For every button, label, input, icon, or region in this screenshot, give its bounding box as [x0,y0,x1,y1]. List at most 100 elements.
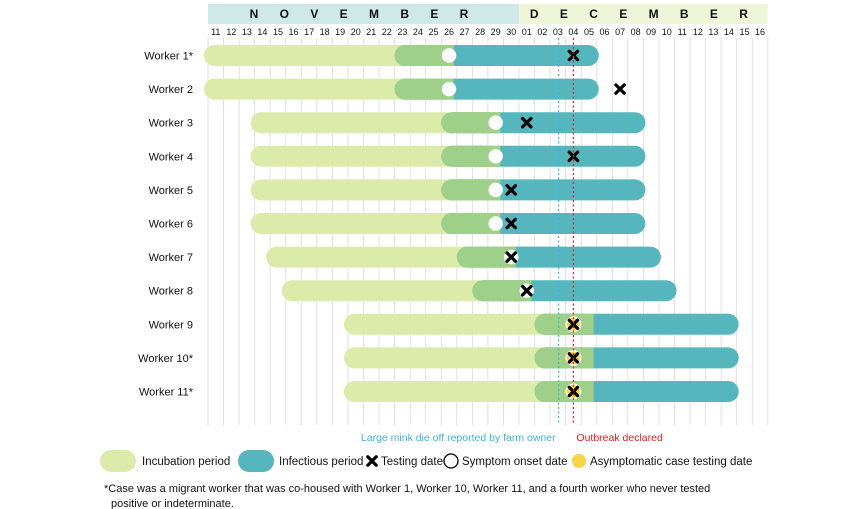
worker-bar-row [204,78,626,100]
legend-incubation-label: Incubation period [142,456,230,468]
worker-label: Worker 6 [149,219,193,231]
day-tick-label: 11 [211,27,220,37]
legend-incubation-swatch [100,450,136,472]
worker-bar-row [343,381,739,402]
legend-symptom-swatch [443,453,459,469]
day-tick-label: 17 [304,27,314,37]
testing-date-marker [567,318,580,331]
testing-date-marker [614,83,626,95]
overlap-segment-fill [451,145,501,167]
worker-labels: Worker 1* Worker 2 Worker 3 Worker 4 Worker … [138,51,194,399]
day-tick-label: 29 [491,27,501,37]
legend: Incubation period Infectious period Testin… [100,450,752,472]
worker-bar-row [343,347,739,369]
day-tick-label: 02 [537,27,547,37]
incubation-period-bar [343,313,594,335]
day-tick-label: 12 [693,27,703,37]
testing-date-marker [366,455,378,467]
day-tick-label: 14 [724,27,734,37]
day-tick-label: 22 [382,27,392,37]
legend-asymptomatic-label: Asymptomatic case testing date [590,456,752,468]
overlap-segment-fill [405,45,454,66]
month-header: N O V E M B E R D E C E M B E R 11 12 13 14 15… [208,4,768,37]
incubation-period-bar [266,246,516,268]
day-tick-label: 03 [553,27,563,37]
worker-label: Worker 8 [149,286,193,298]
reference-lines: Large mink die off reported by farm owne… [361,38,663,444]
testing-date-marker [567,385,580,398]
overlap-segment-fill [451,179,501,201]
day-tick-label: 01 [522,27,532,37]
month-label-december: D E C E M B E R [530,7,757,21]
incubation-period-bar [343,347,594,369]
legend-symptom-label: Symptom onset date [462,456,567,468]
footnote: *Case was a migrant worker that was co-h… [104,483,710,509]
day-tick-label: 16 [755,27,765,37]
testing-date-marker [505,184,518,196]
testing-date-marker [505,251,518,263]
incubation-period-bar [204,45,454,66]
day-tick-label: 06 [600,27,610,37]
incubation-period-bar [250,179,501,201]
day-tick-label: 30 [506,27,516,37]
worker-label: Worker 5 [149,185,193,197]
day-tick-label: 25 [428,27,438,37]
day-tick-label: 10 [662,27,672,37]
day-tick-label: 18 [320,27,330,37]
day-tick-label: 14 [257,27,267,37]
worker-bar-row [250,179,646,201]
symptom-onset-marker [488,115,503,130]
overlap-segment-fill [451,213,501,234]
day-tick-label: 12 [226,27,236,37]
worker-bars [204,45,739,402]
day-tick-label: 11 [678,27,687,37]
worker-label: Worker 4 [149,151,193,163]
overlap-segment-fill [482,280,532,302]
worker-bar-row [281,280,677,302]
incubation-period-bar [250,213,501,234]
day-tick-label: 19 [335,27,345,37]
symptom-onset-marker [441,48,457,63]
worker-bar-row [266,246,661,268]
day-tick-label: 26 [444,27,454,37]
day-tick-label: 16 [289,27,299,37]
day-tick-label: 15 [273,27,283,37]
december-band [519,4,768,24]
legend-infectious-swatch [238,450,274,472]
legend-infectious-label: Infectious period [279,456,363,468]
worker-label: Worker 9 [149,319,193,331]
incubation-period-bar [250,145,501,167]
reference-line-label: Large mink die off reported by farm owne… [361,432,556,444]
worker-label: Worker 2 [149,84,193,96]
day-tick-label: 23 [397,27,407,37]
worker-bar-row [250,145,646,167]
day-tick-label: 28 [475,27,485,37]
overlap-segment-fill [467,246,516,268]
overlap-segment-fill [405,78,454,100]
symptom-onset-marker [441,81,457,97]
footnote-line-1: *Case was a migrant worker that was co-h… [104,483,710,495]
legend-asymptomatic-swatch [572,454,586,468]
day-tick-label: 20 [351,27,361,37]
testing-date-marker [567,49,580,62]
footnote-line-2: positive or indeterminate. [111,498,234,509]
worker-label: Worker 7 [149,252,193,264]
day-tick-label: 27 [460,27,470,37]
worker-label: Worker 3 [149,118,193,130]
legend-testing-label: Testing date [381,456,443,468]
day-tick-label: 08 [631,27,641,37]
symptom-onset-marker [488,182,503,198]
reference-line-label: Outbreak declared [576,432,663,444]
symptom-onset-marker [488,149,503,164]
day-tick-label: 24 [413,27,423,37]
day-tick-label: 09 [646,27,656,37]
incubation-period-bar [281,280,532,302]
day-tick-label: 04 [568,27,578,37]
day-tick-label: 15 [739,27,749,37]
worker-label: Worker 10* [138,353,194,365]
testing-date-marker [520,284,533,297]
testing-date-marker [520,116,533,129]
day-tick-label: 13 [708,27,718,37]
day-tick-label: 05 [584,27,594,37]
